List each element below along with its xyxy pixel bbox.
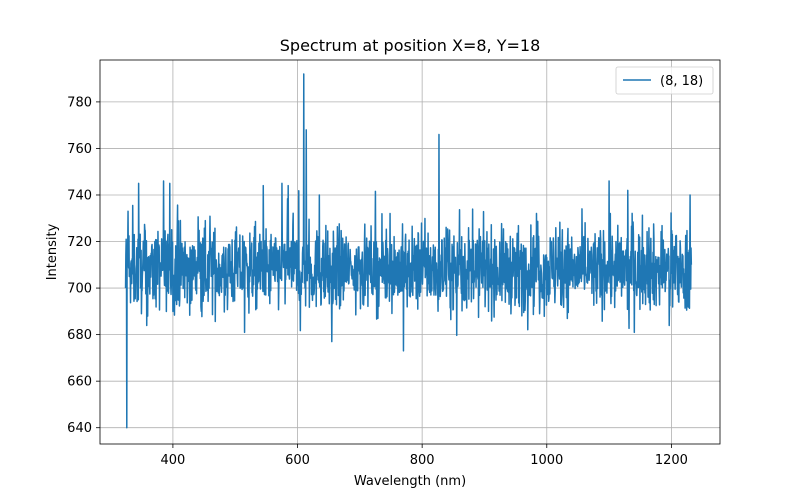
y-axis-label: Intensity [45,223,60,280]
series-line [124,73,693,429]
plot-frame [99,59,721,445]
legend-box [615,66,714,95]
plot-area [124,73,693,429]
x-tick-label: 1200 [655,453,688,468]
x-axis-label: Wavelength (nm) [354,474,466,489]
legend-label: (8, 18) [660,74,703,89]
y-tick-label: 720 [67,235,92,250]
x-tick-label: 400 [160,453,185,468]
x-axis: 400 600 800 1000 1200 [160,444,688,468]
x-tick-label: 800 [410,453,435,468]
x-tick-label: 1000 [530,453,563,468]
x-tick-label: 600 [285,453,310,468]
y-tick-label: 760 [67,142,92,157]
y-tick-label: 740 [67,188,92,203]
legend: (8, 18) [615,66,714,95]
y-tick-label: 700 [67,282,92,297]
y-tick-label: 680 [67,328,92,343]
y-tick-label: 640 [67,421,92,436]
chart-title: Spectrum at position X=8, Y=18 [280,36,541,55]
y-tick-label: 660 [67,375,92,390]
y-axis: 640 660 680 700 720 740 760 780 [67,95,100,436]
y-tick-label: 780 [67,95,92,110]
